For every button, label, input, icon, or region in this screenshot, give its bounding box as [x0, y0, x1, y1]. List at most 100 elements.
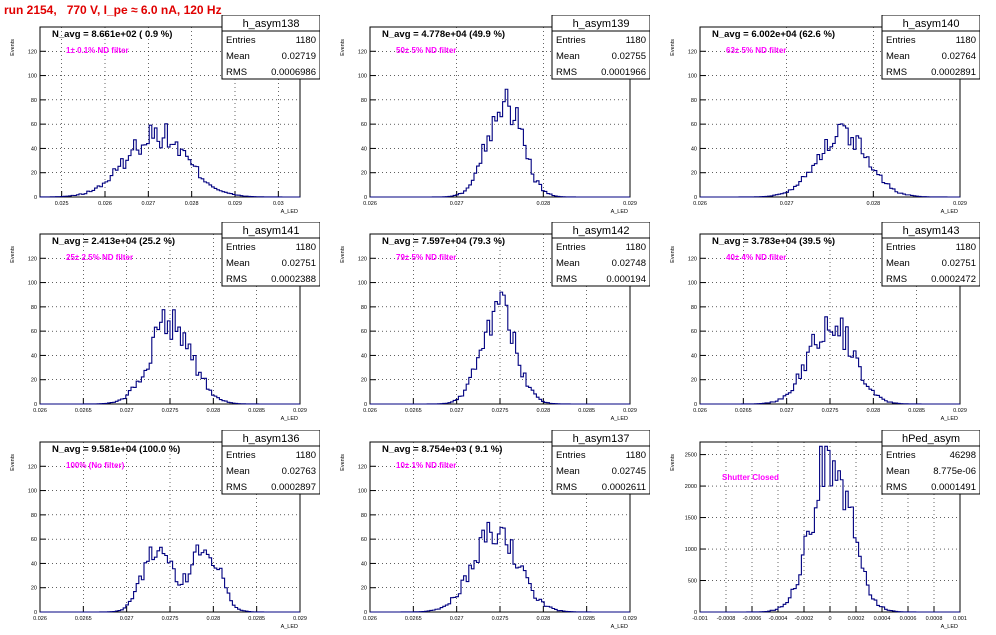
x-tick-label: 0.027 [450, 201, 464, 207]
stats-box [221, 237, 320, 287]
x-axis-label: A_LED [281, 416, 298, 422]
y-tick-label: 20 [691, 171, 697, 177]
y-tick-label: 40 [31, 146, 37, 152]
histogram-line [370, 291, 630, 405]
y-tick-label: 20 [691, 378, 697, 384]
x-tick-label: 0.0285 [578, 408, 595, 414]
x-axis-label: A_LED [611, 416, 628, 422]
stats-value-entries: 1180 [296, 35, 316, 46]
filter-annotation: Shutter Closed [722, 473, 779, 482]
stats-label-mean: Mean [226, 466, 250, 477]
y-tick-label: 120 [28, 464, 37, 470]
y-tick-label: 100 [358, 74, 367, 80]
y-tick-label: 20 [361, 378, 367, 384]
x-tick-label: 0.027 [780, 201, 794, 207]
histogram-panel-h_asym138: 0.025 0.026 0.027 0.028 0.029 0.03 0 20 40 60 80 10… [0, 15, 320, 220]
x-tick-label: 0.029 [293, 616, 307, 622]
x-tick-label: 0.027 [141, 201, 155, 207]
filter-annotation: 100% (No filter) [66, 461, 125, 470]
stats-value-rms: 0.000194 [606, 274, 646, 285]
y-tick-label: 0 [34, 610, 37, 616]
x-tick-label: 0.03 [273, 201, 284, 207]
stats-label-rms: RMS [886, 274, 907, 285]
histogram-svg-h_asym139: 0.026 0.027 0.028 0.029 0 20 40 60 80 100 120 Event… [340, 15, 650, 215]
stats-label-rms: RMS [556, 274, 577, 285]
y-tick-label: 100 [358, 489, 367, 495]
stats-box [881, 30, 980, 80]
stats-label-entries: Entries [226, 450, 256, 461]
y-tick-label: 80 [31, 305, 37, 311]
y-tick-label: 80 [31, 513, 37, 519]
histogram-panel-h_asym143: 0.026 0.0265 0.027 0.0275 0.028 0.0285 0.029 0 2… [660, 222, 980, 427]
x-tick-label: 0.0265 [735, 408, 752, 414]
stats-value-mean: 0.02755 [612, 51, 646, 62]
y-tick-label: 120 [28, 256, 37, 262]
x-tick-label: 0.027 [120, 408, 134, 414]
x-tick-label: 0.029 [623, 616, 637, 622]
x-tick-label: 0.029 [953, 408, 967, 414]
stats-value-entries: 1180 [296, 242, 316, 253]
stats-label-entries: Entries [556, 242, 586, 253]
y-tick-label: 2000 [685, 484, 697, 490]
histogram-svg-h_asym142: 0.026 0.0265 0.027 0.0275 0.028 0.0285 0.029 0 2… [340, 222, 650, 422]
stats-label-mean: Mean [556, 466, 580, 477]
stats-label-entries: Entries [886, 242, 916, 253]
x-axis-label: A_LED [941, 416, 958, 422]
x-tick-label: 0.027 [780, 408, 794, 414]
x-tick-label: 0.027 [450, 616, 464, 622]
stats-label-entries: Entries [226, 35, 256, 46]
y-tick-label: 0 [694, 195, 697, 201]
y-axis-label: Events [340, 246, 346, 263]
x-tick-label: 0.0285 [248, 408, 265, 414]
histogram-name: h_asym136 [243, 433, 300, 445]
y-axis-label: Events [340, 454, 346, 471]
histogram-line [700, 316, 960, 405]
y-axis-label: Events [10, 454, 16, 471]
y-axis-label: Events [670, 39, 676, 56]
navg-label: N_avg = 9.581e+04 (100.0 %) [52, 444, 180, 455]
stats-value-rms: 0.0001491 [931, 482, 976, 493]
x-tick-label: -0.001 [692, 616, 708, 622]
navg-label: N_avg = 7.597e+04 (79.3 %) [382, 236, 505, 247]
y-tick-label: 0 [34, 195, 37, 201]
navg-label: N_avg = 2.413e+04 (25.2 %) [52, 236, 175, 247]
y-axis-label: Events [670, 454, 676, 471]
run-title: run 2154, 770 V, I_pe ≈ 6.0 nA, 120 Hz [4, 3, 222, 17]
x-tick-label: 0.0265 [405, 616, 422, 622]
stats-label-entries: Entries [556, 450, 586, 461]
x-tick-label: 0.0285 [248, 616, 265, 622]
x-tick-label: 0.0265 [75, 616, 92, 622]
y-tick-label: 120 [358, 464, 367, 470]
histogram-svg-h_asym138: 0.025 0.026 0.027 0.028 0.029 0.03 0 20 40 60 80 10… [10, 15, 320, 215]
histogram-panel-h_asym141: 0.026 0.0265 0.027 0.0275 0.028 0.0285 0.029 0 2… [0, 222, 320, 427]
stats-label-entries: Entries [226, 242, 256, 253]
stats-value-mean: 0.02748 [612, 258, 646, 269]
x-tick-label: 0.029 [293, 408, 307, 414]
y-tick-label: 40 [691, 146, 697, 152]
x-tick-label: 0.026 [33, 616, 47, 622]
x-tick-label: 0.025 [55, 201, 69, 207]
histogram-name: hPed_asym [902, 433, 960, 445]
stats-label-rms: RMS [886, 67, 907, 78]
y-tick-label: 40 [361, 353, 367, 359]
x-tick-label: 0.0265 [75, 408, 92, 414]
x-tick-label: 0.028 [866, 201, 880, 207]
y-tick-label: 100 [28, 489, 37, 495]
histogram-panel-h_asym139: 0.026 0.027 0.028 0.029 0 20 40 60 80 100 120 Event… [330, 15, 650, 220]
y-tick-label: 500 [688, 579, 697, 585]
stats-label-mean: Mean [556, 51, 580, 62]
stats-label-mean: Mean [886, 51, 910, 62]
stats-value-entries: 1180 [956, 242, 976, 253]
histogram-line [700, 123, 961, 198]
x-tick-label: -0.0002 [795, 616, 814, 622]
y-tick-label: 80 [361, 98, 367, 104]
y-tick-label: 20 [31, 171, 37, 177]
x-tick-label: 0.028 [536, 616, 550, 622]
x-tick-label: 0.028 [206, 616, 220, 622]
y-tick-label: 120 [28, 49, 37, 55]
filter-annotation: 25± 2.5% ND filter [66, 253, 133, 262]
y-tick-label: 120 [358, 49, 367, 55]
stats-box [221, 445, 320, 495]
stats-label-entries: Entries [886, 35, 916, 46]
histogram-name: h_asym141 [243, 225, 300, 237]
